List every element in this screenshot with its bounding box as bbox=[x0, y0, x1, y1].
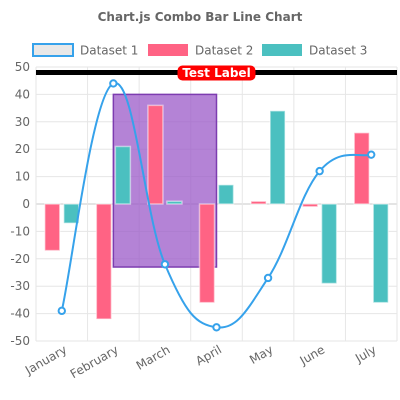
bar bbox=[354, 133, 369, 204]
bar bbox=[270, 111, 285, 204]
legend-label: Dataset 1 bbox=[80, 44, 138, 58]
line-point bbox=[316, 168, 322, 174]
annotation-line-layer: Test Label bbox=[36, 65, 397, 80]
y-tick-label: -40 bbox=[10, 307, 30, 321]
y-axis: 50 40 30 20 10 0 -10 -20 -30 -40 -50 bbox=[10, 60, 30, 348]
legend-swatch bbox=[262, 44, 302, 56]
line-point bbox=[110, 80, 116, 86]
bar bbox=[96, 204, 111, 319]
y-tick-label: 20 bbox=[15, 142, 30, 156]
x-tick-label: July bbox=[352, 342, 379, 365]
legend-label: Dataset 3 bbox=[309, 44, 367, 58]
legend-swatch bbox=[33, 44, 73, 56]
legend-swatch bbox=[148, 44, 188, 56]
x-tick-label: May bbox=[247, 342, 275, 367]
annotation-label: Test Label bbox=[182, 66, 250, 80]
bar bbox=[322, 204, 337, 283]
line-point bbox=[213, 324, 219, 330]
line-point bbox=[162, 261, 168, 267]
y-tick-label: 10 bbox=[15, 170, 30, 184]
x-tick-label: June bbox=[297, 342, 328, 368]
bar bbox=[115, 146, 130, 204]
bar bbox=[373, 204, 388, 303]
bar bbox=[251, 201, 266, 204]
y-tick-label: -30 bbox=[10, 279, 30, 293]
y-tick-label: 40 bbox=[15, 87, 30, 101]
bar bbox=[200, 204, 215, 303]
x-tick-label: March bbox=[134, 342, 173, 372]
x-tick-label: February bbox=[68, 342, 121, 381]
bar bbox=[303, 204, 318, 207]
line-point bbox=[59, 308, 65, 314]
bar bbox=[219, 185, 234, 204]
line-point bbox=[368, 151, 374, 157]
y-tick-label: -50 bbox=[10, 334, 30, 348]
bar bbox=[148, 105, 163, 204]
y-tick-label: -20 bbox=[10, 252, 30, 266]
line-point bbox=[265, 275, 271, 281]
chart-title: Chart.js Combo Bar Line Chart bbox=[98, 10, 303, 24]
x-tick-label: April bbox=[193, 342, 224, 368]
y-tick-label: 30 bbox=[15, 115, 30, 129]
bar bbox=[167, 201, 182, 204]
legend: Dataset 1 Dataset 2 Dataset 3 bbox=[33, 44, 367, 58]
y-tick-label: -10 bbox=[10, 224, 30, 238]
y-tick-label: 0 bbox=[22, 197, 30, 211]
legend-label: Dataset 2 bbox=[195, 44, 253, 58]
bar bbox=[45, 204, 60, 251]
y-tick-label: 50 bbox=[15, 60, 30, 74]
